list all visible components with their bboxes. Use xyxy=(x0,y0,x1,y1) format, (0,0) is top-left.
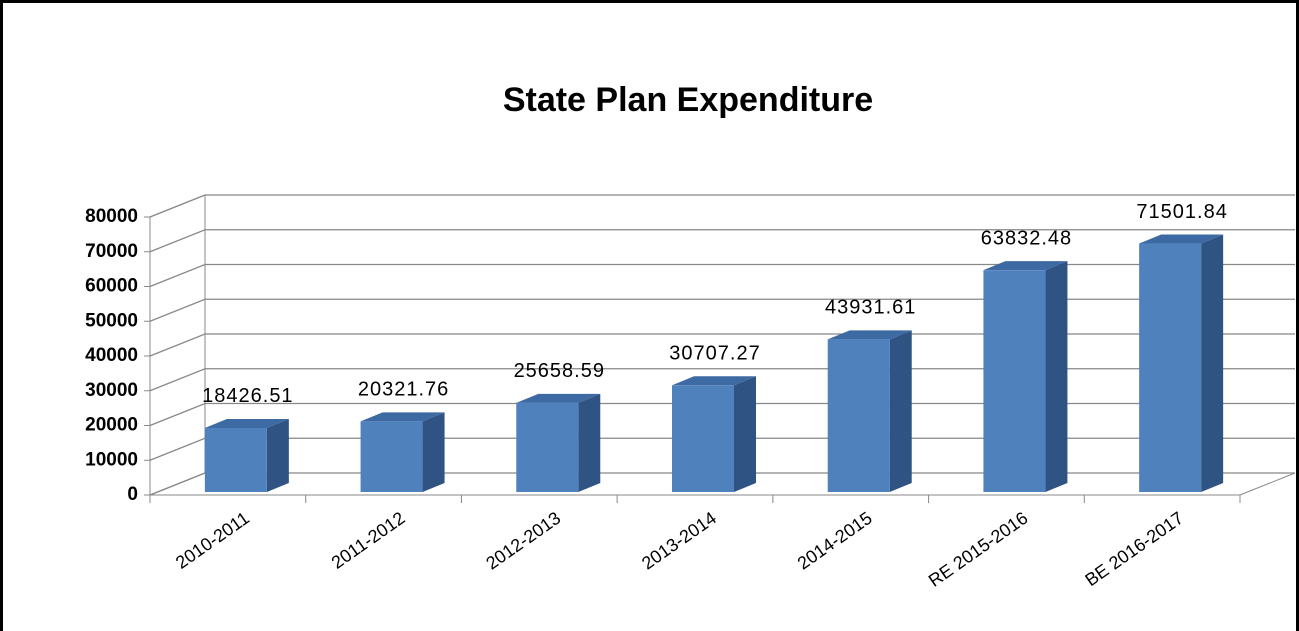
grid-line xyxy=(149,333,1295,357)
value-label: 20321.76 xyxy=(358,379,449,401)
bar xyxy=(1139,243,1202,492)
value-label: 63832.48 xyxy=(981,227,1072,249)
value-label: 30707.27 xyxy=(669,343,760,365)
grid-line xyxy=(149,263,1295,288)
y-tick-label: 20000 xyxy=(85,415,138,436)
bar-top xyxy=(204,418,289,428)
grid-line xyxy=(149,368,1295,392)
y-tick-label: 50000 xyxy=(85,310,138,331)
bar xyxy=(827,339,890,492)
bar xyxy=(983,270,1046,492)
grid-line xyxy=(149,194,1295,218)
y-tick-label: 30000 xyxy=(85,380,138,401)
bar-top xyxy=(360,412,445,422)
bar xyxy=(516,402,579,492)
bar-top xyxy=(672,376,756,386)
bar xyxy=(360,421,423,492)
value-label: 25658.59 xyxy=(514,360,605,382)
chart-title: State Plan Expenditure xyxy=(503,81,873,119)
y-tick-label: 0 xyxy=(127,484,138,505)
y-tick-label: 70000 xyxy=(85,241,138,262)
value-label: 71501.84 xyxy=(1136,201,1227,223)
bar-side xyxy=(889,330,912,492)
bar xyxy=(672,385,734,492)
y-tick-label: 10000 xyxy=(85,449,138,470)
bar-top xyxy=(1139,234,1224,244)
value-label: 18426.51 xyxy=(202,385,293,407)
y-tick-label: 60000 xyxy=(85,276,138,297)
grid-line xyxy=(149,298,1295,322)
grid-line xyxy=(149,402,1295,427)
grid-line xyxy=(149,229,1295,253)
bar-top xyxy=(983,261,1068,271)
bar-side xyxy=(734,376,756,492)
bar-top xyxy=(516,393,601,403)
bar-side xyxy=(1045,261,1068,492)
bar-side xyxy=(578,393,601,492)
bar-side xyxy=(422,412,445,492)
y-tick-label: 80000 xyxy=(85,206,138,227)
y-tick-label: 40000 xyxy=(85,345,138,366)
bar-top xyxy=(827,330,912,340)
bar-side xyxy=(1201,234,1224,492)
bar-side xyxy=(266,418,289,492)
bar xyxy=(204,427,267,492)
value-label: 43931.61 xyxy=(825,297,916,319)
